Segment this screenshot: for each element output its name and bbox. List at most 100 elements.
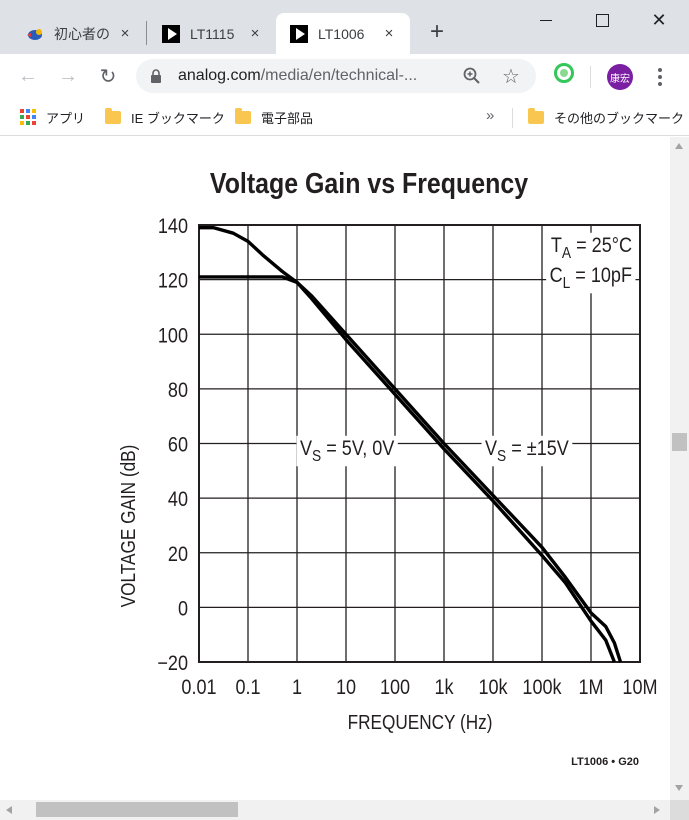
y-tick-label: 140 bbox=[158, 215, 188, 239]
plot-frame bbox=[198, 224, 641, 663]
browser-titlebar: 初心者の × LT1115 × LT1006 × + ✕ bbox=[0, 0, 689, 54]
bookmark-other-folder[interactable]: その他のブックマーク bbox=[528, 107, 684, 127]
label-background bbox=[296, 435, 398, 467]
svg-text:VS = ±15V: VS = ±15V bbox=[485, 437, 569, 466]
bookmark-label: 電子部品 bbox=[261, 110, 314, 126]
tab-divider bbox=[146, 21, 147, 45]
label-symbol: C bbox=[550, 264, 563, 288]
condition-cl: CL = 10pF bbox=[546, 262, 636, 294]
y-tick-label: 80 bbox=[168, 379, 188, 403]
series-label-5v: VS = 5V, 0V bbox=[296, 435, 398, 467]
vertical-scrollbar[interactable] bbox=[670, 137, 689, 800]
x-tick-label: 10M bbox=[622, 676, 657, 700]
horizontal-scroll-thumb[interactable] bbox=[36, 802, 238, 817]
close-icon[interactable]: × bbox=[250, 25, 260, 42]
url-text[interactable]: analog.com/media/en/technical-... bbox=[178, 67, 448, 85]
bookmarks-bar: アプリ IE ブックマーク 電子部品 » その他のブックマーク bbox=[0, 99, 689, 136]
forward-button[interactable]: → bbox=[58, 64, 78, 87]
tab-lt1006[interactable]: LT1006 × bbox=[276, 13, 410, 54]
bookmark-star-icon[interactable]: ☆ bbox=[502, 66, 520, 88]
label-subscript: L bbox=[563, 274, 571, 292]
x-axis-label: FREQUENCY (Hz) bbox=[348, 711, 493, 734]
label-symbol: V bbox=[485, 437, 497, 461]
y-tick-label: 20 bbox=[168, 543, 188, 567]
tab-lt1115[interactable]: LT1115 × bbox=[148, 13, 276, 54]
x-tick-label: 10k bbox=[478, 676, 507, 700]
analog-play-icon bbox=[162, 24, 180, 43]
series-line bbox=[199, 275, 616, 663]
bookmarks-divider bbox=[512, 108, 513, 128]
curve-layer bbox=[199, 226, 623, 663]
tab-beginner[interactable]: 初心者の × bbox=[12, 13, 146, 54]
x-tick-label: 10 bbox=[336, 676, 356, 700]
tick-label-layer: 0.01 0.1 1 10 100 1k 10k 100k 1M 10M −20 0 20 40 60 80 1… bbox=[157, 215, 657, 700]
folder-icon bbox=[528, 107, 544, 124]
new-tab-button[interactable]: + bbox=[429, 18, 444, 45]
label-text: = 25°C bbox=[571, 234, 632, 258]
page-viewport: Voltage Gain vs Frequency 0.01 0.1 1 10 100 1… bbox=[0, 137, 689, 820]
horizontal-scrollbar[interactable] bbox=[0, 800, 670, 820]
scroll-up-icon[interactable] bbox=[675, 143, 683, 149]
bookmark-label: IE ブックマーク bbox=[131, 110, 225, 126]
y-tick-label: −20 bbox=[157, 652, 188, 676]
svg-text:CL = 10pF: CL = 10pF bbox=[550, 264, 632, 293]
reload-button[interactable]: ↻ bbox=[99, 65, 117, 88]
profile-avatar[interactable]: 康宏 bbox=[607, 64, 633, 90]
label-symbol: V bbox=[300, 437, 312, 461]
x-tick-label: 100 bbox=[380, 676, 410, 700]
scroll-left-icon[interactable] bbox=[6, 806, 12, 814]
x-tick-label: 0.1 bbox=[235, 676, 260, 700]
minimize-button[interactable] bbox=[534, 8, 558, 32]
close-icon[interactable]: × bbox=[384, 25, 394, 42]
svg-text:TA = 25°C: TA = 25°C bbox=[551, 234, 632, 263]
condition-ta: TA = 25°C bbox=[547, 232, 636, 264]
bookmarks-overflow-button[interactable]: » bbox=[486, 107, 495, 124]
x-tick-label: 1 bbox=[292, 676, 302, 700]
y-tick-label: 60 bbox=[168, 433, 188, 457]
folder-icon bbox=[105, 107, 121, 124]
bird-favicon-icon bbox=[26, 25, 44, 43]
menu-icon[interactable] bbox=[650, 64, 670, 90]
label-subscript: S bbox=[497, 447, 506, 465]
maximize-button[interactable] bbox=[590, 8, 614, 32]
x-tick-label: 1k bbox=[434, 676, 453, 700]
label-background bbox=[547, 232, 636, 264]
svg-text:VS = 5V, 0V: VS = 5V, 0V bbox=[300, 437, 394, 466]
y-tick-label: 40 bbox=[168, 488, 188, 512]
close-icon[interactable]: × bbox=[120, 25, 130, 42]
bookmark-parts-folder[interactable]: 電子部品 bbox=[235, 107, 313, 127]
vertical-scroll-thumb[interactable] bbox=[672, 433, 687, 451]
bookmark-ie-folder[interactable]: IE ブックマーク bbox=[105, 107, 225, 127]
back-button[interactable]: ← bbox=[18, 64, 38, 87]
label-symbol: T bbox=[551, 234, 562, 258]
y-tick-label: 120 bbox=[158, 269, 188, 293]
url-host: analog.com bbox=[178, 67, 261, 84]
scroll-right-icon[interactable] bbox=[654, 806, 660, 814]
zoom-icon[interactable] bbox=[462, 66, 482, 86]
analog-play-icon bbox=[290, 24, 308, 43]
bookmark-apps[interactable]: アプリ bbox=[20, 107, 85, 127]
extension-icon[interactable] bbox=[554, 63, 574, 83]
bookmark-label: その他のブックマーク bbox=[554, 110, 685, 126]
toolbar-divider bbox=[590, 66, 591, 88]
label-text: = 10pF bbox=[570, 264, 632, 288]
tab-title: 初心者の bbox=[54, 25, 110, 42]
tab-title: LT1006 bbox=[318, 25, 365, 42]
window-close-button[interactable]: ✕ bbox=[651, 9, 667, 30]
label-subscript: S bbox=[312, 447, 321, 465]
address-bar[interactable]: analog.com/media/en/technical-... ☆ bbox=[136, 59, 536, 93]
label-subscript: A bbox=[562, 244, 571, 262]
series-label-15v: VS = ±15V bbox=[481, 435, 573, 467]
scrollbar-corner bbox=[670, 800, 689, 820]
url-path: /media/en/technical-... bbox=[260, 67, 418, 84]
label-text: = ±15V bbox=[506, 437, 569, 461]
x-tick-label: 100k bbox=[522, 676, 561, 700]
chart-footnote: LT1006 • G20 bbox=[571, 756, 639, 768]
scroll-down-icon[interactable] bbox=[675, 785, 683, 791]
chart-title: Voltage Gain vs Frequency bbox=[210, 167, 528, 199]
series-line bbox=[199, 226, 623, 663]
y-tick-label: 0 bbox=[178, 597, 188, 621]
tab-title: LT1115 bbox=[190, 25, 235, 42]
browser-toolbar: ← → ↻ analog.com/media/en/technical-... … bbox=[0, 54, 689, 99]
